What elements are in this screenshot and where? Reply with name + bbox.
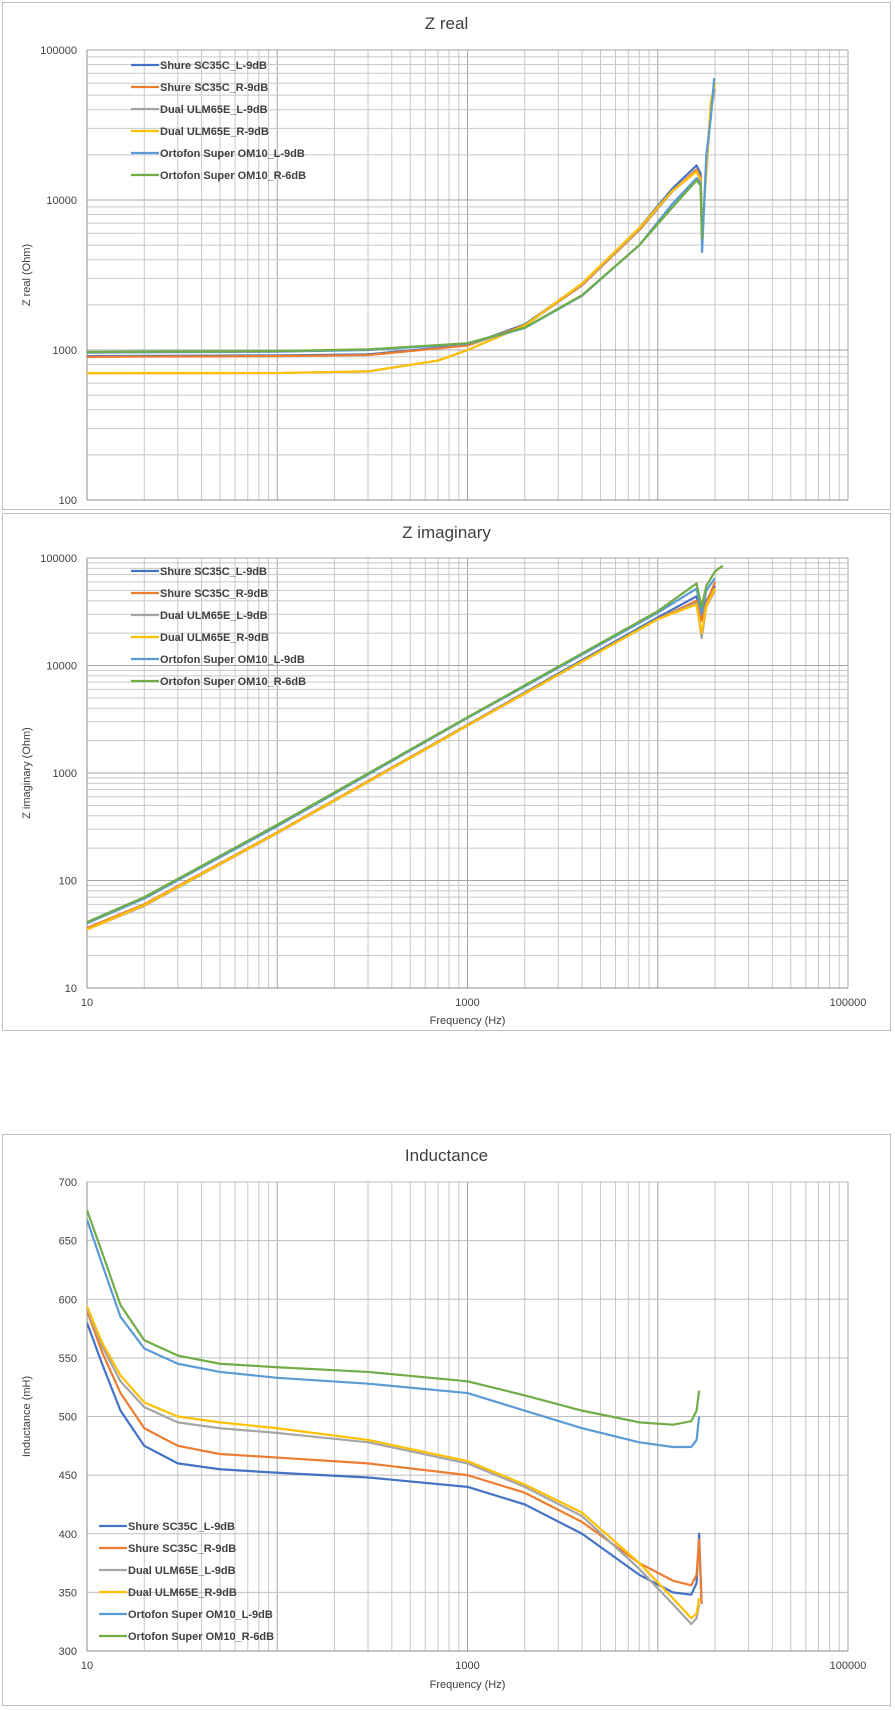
y-tick-label: 10000 (46, 195, 77, 207)
legend-label: Dual ULM65E_R-9dB (128, 1587, 237, 1599)
legend-label: Dual ULM65E_R-9dB (160, 126, 269, 138)
legend-label: Shure SC35C_L-9dB (128, 1521, 235, 1533)
gridlines (86, 49, 849, 501)
series-line (87, 164, 704, 358)
y-axis-label: Z real (Ohm) (21, 244, 33, 306)
legend-label: Shure SC35C_R-9dB (128, 1543, 236, 1555)
x-tick-label: 10 (81, 997, 93, 1009)
legend: Shure SC35C_L-9dB Shure SC35C_R-9dB Dual U… (131, 566, 306, 688)
chart-panel-inductance: Inductance 10 1000 100000 300 350 400 450 500 550… (2, 1134, 891, 1706)
y-axis-label: Z imaginary (Ohm) (21, 727, 33, 819)
chart-svg: Z real101000100000100100010000100000Freq… (21, 14, 849, 507)
legend-label: Shure SC35C_L-9dB (160, 60, 267, 72)
gridlines (86, 1181, 849, 1652)
y-tick-label: 550 (59, 1353, 77, 1365)
y-tick-label: 100000 (40, 45, 77, 57)
y-tick-label: 500 (59, 1412, 77, 1424)
y-axis-label: Inductance (mH) (21, 1376, 33, 1457)
x-tick-label: 100000 (830, 1660, 867, 1672)
chart-title: Inductance (405, 1146, 488, 1165)
legend-label: Shure SC35C_R-9dB (160, 588, 268, 600)
y-tick-label: 650 (59, 1236, 77, 1248)
legend-label: Dual ULM65E_L-9dB (160, 610, 268, 622)
x-tick-label: 100000 (830, 997, 867, 1009)
chart-svg: Inductance 10 1000 100000 300 350 400 450 500 550… (21, 1146, 867, 1691)
legend-label: Shure SC35C_R-9dB (160, 82, 268, 94)
legend-label: Shure SC35C_L-9dB (160, 566, 267, 578)
series-group (87, 77, 717, 375)
legend: Shure SC35C_L-9dB Shure SC35C_R-9dB Dual U… (131, 60, 306, 182)
x-tick-label: 1000 (455, 997, 479, 1009)
y-tick-label: 1000 (53, 768, 77, 780)
chart-svg: Z imaginary 10 1000 100000 10 100 1000 10000 100… (21, 523, 867, 1027)
series-group (87, 1209, 703, 1626)
chart-panel-z-imaginary: Z imaginary 10 1000 100000 10 100 1000 10000 100… (2, 513, 891, 1031)
chart-panel-z-real: Z real101000100000100100010000100000Freq… (2, 2, 891, 510)
chart-title: Z imaginary (402, 523, 491, 542)
series-line (87, 1305, 701, 1620)
y-tick-label: 10 (65, 983, 77, 995)
y-tick-label: 1000 (53, 345, 77, 357)
series-line (87, 588, 717, 931)
y-tick-label: 100000 (40, 553, 77, 565)
series-line (87, 1310, 703, 1605)
y-tick-label: 100 (59, 876, 77, 888)
series-line (87, 179, 704, 354)
x-tick-label: 10 (81, 1660, 93, 1672)
y-tick-label: 300 (59, 1646, 77, 1658)
y-tick-label: 100 (59, 495, 77, 507)
legend-label: Ortofon Super OM10_R-6dB (128, 1631, 274, 1643)
legend-label: Ortofon Super OM10_R-6dB (160, 676, 306, 688)
legend-label: Ortofon Super OM10_R-6dB (160, 170, 306, 182)
y-tick-label: 350 (59, 1587, 77, 1599)
series-line (87, 564, 724, 924)
gridlines (86, 557, 849, 989)
y-tick-label: 600 (59, 1294, 77, 1306)
y-tick-label: 450 (59, 1470, 77, 1482)
legend-label: Ortofon Super OM10_L-9dB (160, 148, 305, 160)
series-line (87, 1219, 701, 1449)
series-line (87, 168, 704, 358)
series-line (87, 1209, 701, 1426)
legend-label: Dual ULM65E_R-9dB (160, 632, 269, 644)
series-line (87, 77, 716, 354)
series-line (87, 577, 716, 925)
series-group (87, 564, 724, 931)
y-tick-label: 10000 (46, 661, 77, 673)
legend-label: Dual ULM65E_L-9dB (128, 1565, 236, 1577)
y-tick-label: 400 (59, 1529, 77, 1541)
series-line (87, 1322, 703, 1605)
y-tick-label: 700 (59, 1177, 77, 1189)
legend-label: Ortofon Super OM10_L-9dB (160, 654, 305, 666)
x-axis-label: Frequency (Hz) (430, 1015, 506, 1027)
chart-title: Z real (425, 14, 468, 33)
legend-label: Dual ULM65E_L-9dB (160, 104, 268, 116)
series-line (87, 1308, 701, 1626)
legend: Shure SC35C_L-9dB Shure SC35C_R-9dB Dual U… (99, 1521, 274, 1643)
legend-label: Ortofon Super OM10_L-9dB (128, 1609, 273, 1621)
x-axis-label: Frequency (Hz) (430, 1679, 506, 1691)
x-tick-label: 1000 (455, 1660, 479, 1672)
